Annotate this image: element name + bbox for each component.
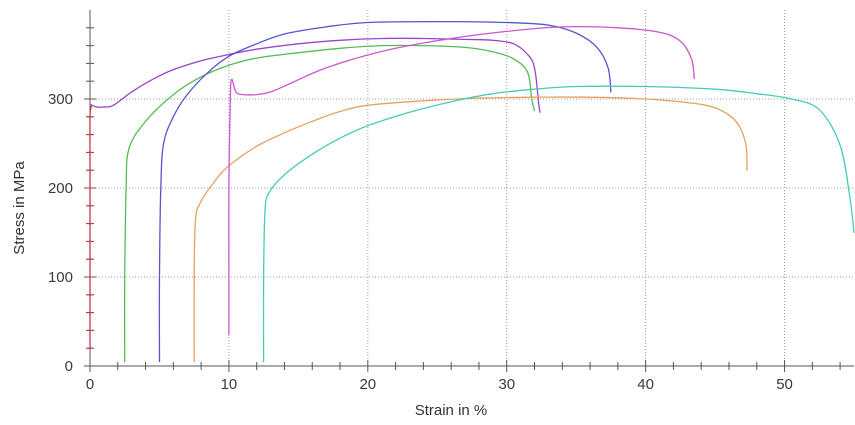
grid-layer bbox=[90, 10, 854, 366]
labels-layer: 0 10 20 30 40 50 0 100 200 300 bbox=[48, 91, 793, 393]
series-line-3 bbox=[123, 44, 536, 363]
series-layer bbox=[87, 20, 855, 363]
x-tick-label: 30 bbox=[498, 376, 515, 393]
y-axis-title: Stress in MPa bbox=[11, 161, 28, 255]
x-tick-label: 0 bbox=[86, 376, 94, 393]
x-axis-title: Strain in % bbox=[415, 402, 488, 419]
x-tick-label: 20 bbox=[359, 376, 376, 393]
x-tick-label: 40 bbox=[637, 376, 654, 393]
y-tick-label: 100 bbox=[48, 269, 73, 286]
series-line-6 bbox=[228, 26, 695, 336]
series-line-1 bbox=[89, 105, 93, 349]
y-tick-label: 300 bbox=[48, 91, 73, 108]
y-tick-label: 200 bbox=[48, 180, 73, 197]
series-line-7 bbox=[262, 85, 855, 363]
x-tick-label: 10 bbox=[221, 376, 238, 393]
y-tick-label: 0 bbox=[65, 358, 73, 375]
axes-layer bbox=[84, 10, 854, 372]
series-line-4 bbox=[158, 20, 612, 363]
series-line-5 bbox=[193, 96, 748, 363]
series-line-2 bbox=[89, 37, 541, 113]
x-tick-label: 50 bbox=[776, 376, 793, 393]
